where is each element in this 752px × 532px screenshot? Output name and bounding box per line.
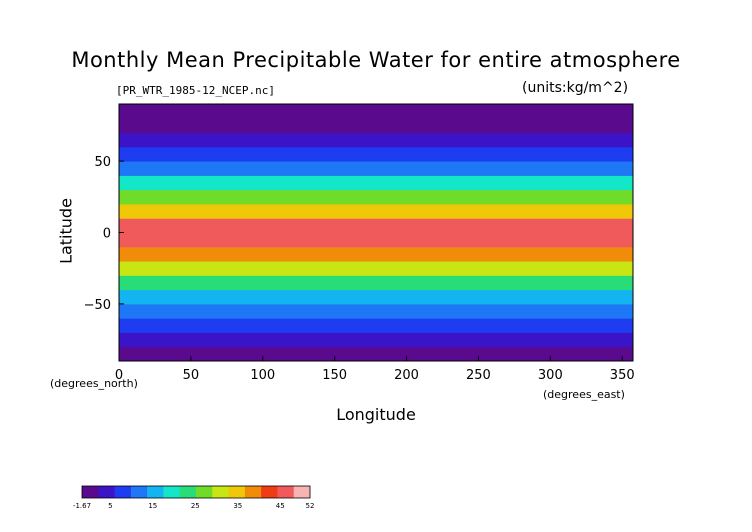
heatmap-band	[119, 203, 633, 219]
y-tick-label: 0	[103, 227, 111, 242]
colorbar-swatch	[82, 486, 99, 498]
x-tick-label: 300	[538, 368, 563, 383]
x-tick-label: 0	[115, 368, 123, 383]
colorbar-swatches	[82, 486, 311, 498]
heatmap-band	[119, 261, 633, 276]
heatmap-band	[119, 303, 633, 319]
x-unit-label: (degrees_east)	[543, 388, 625, 401]
x-tick-label: 350	[610, 368, 635, 383]
colorbar-tick-label: 35	[233, 502, 242, 510]
colorbar-swatch	[130, 486, 148, 498]
chart-subtitle: [PR_WTR_1985-12_NCEP.nc]	[116, 84, 275, 97]
colorbar-swatch	[163, 486, 181, 498]
colorbar-swatch	[196, 486, 213, 498]
colorbar-swatch	[114, 486, 132, 498]
heatmap-band	[119, 346, 633, 362]
x-tick-label: 50	[183, 368, 200, 383]
colorbar-swatch	[244, 486, 262, 498]
colorbar-tick-label: 52	[306, 502, 315, 510]
colorbar-swatch	[179, 486, 197, 498]
heatmap-band	[119, 332, 633, 348]
heatmap-band	[119, 232, 633, 248]
colorbar-swatch	[212, 486, 230, 498]
x-tick-label: 150	[322, 368, 347, 383]
heatmap-band	[119, 132, 633, 148]
heatmap-band	[119, 118, 633, 134]
y-unit-label: (degrees_north)	[50, 377, 138, 390]
x-tick-label: 250	[466, 368, 491, 383]
x-tick-label: 100	[250, 368, 275, 383]
colorbar-swatch	[98, 486, 116, 498]
colorbar-swatch	[261, 486, 278, 498]
colorbar-swatch	[293, 486, 311, 498]
colorbar-tick-label: -1.67	[73, 502, 91, 510]
colorbar-tick-label: 25	[191, 502, 200, 510]
chart-title: Monthly Mean Precipitable Water for enti…	[71, 48, 681, 72]
x-tick-label: 200	[394, 368, 419, 383]
x-axis-ticks: 0 50 100 150 200 250 300 350	[115, 356, 635, 383]
colorbar-tick-label: 45	[276, 502, 285, 510]
heatmap-band	[119, 246, 633, 262]
colorbar-swatch	[277, 486, 295, 498]
y-tick-label: −50	[84, 298, 111, 313]
heatmap-band	[119, 275, 633, 291]
colorbar-swatch	[147, 486, 164, 498]
heatmap-band	[119, 218, 633, 233]
heatmap-cells	[119, 104, 633, 362]
heatmap-band	[119, 289, 633, 305]
heatmap-band	[119, 104, 633, 119]
colorbar-frame	[81, 485, 311, 499]
colorbar-swatch	[228, 486, 246, 498]
y-axis-ticks: −50 0 50	[84, 155, 124, 313]
heatmap-band	[119, 175, 633, 191]
colorbar-ticks: -1.67 5 15 25 35 45 52	[73, 502, 315, 510]
heatmap-band	[119, 161, 633, 176]
heatmap-band	[119, 146, 633, 162]
y-tick-label: 50	[94, 155, 111, 170]
x-axis-label: Longitude	[336, 405, 416, 424]
heatmap-band	[119, 189, 633, 205]
colorbar-tick-label: 15	[148, 502, 157, 510]
colorbar-tick-label: 5	[108, 502, 112, 510]
units-label: (units:kg/m^2)	[522, 80, 629, 96]
heatmap-band	[119, 318, 633, 333]
